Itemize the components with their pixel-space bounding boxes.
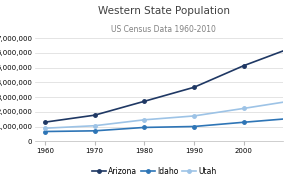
Arizona xyxy=(192,86,196,88)
Arizona xyxy=(242,65,245,67)
Utah xyxy=(192,115,196,117)
Arizona xyxy=(43,121,47,123)
Text: US Census Data 1960-2010: US Census Data 1960-2010 xyxy=(111,25,216,34)
Idaho xyxy=(192,125,196,128)
Line: Utah: Utah xyxy=(43,99,292,130)
Utah xyxy=(142,119,146,121)
Idaho xyxy=(93,130,96,132)
Utah xyxy=(43,127,47,129)
Legend: Arizona, Idaho, Utah: Arizona, Idaho, Utah xyxy=(89,164,220,179)
Idaho xyxy=(43,130,47,133)
Line: Arizona: Arizona xyxy=(43,45,292,124)
Utah xyxy=(242,107,245,110)
Idaho xyxy=(142,126,146,129)
Text: Western State Population: Western State Population xyxy=(98,6,230,16)
Idaho xyxy=(291,117,292,119)
Utah xyxy=(93,125,96,127)
Line: Idaho: Idaho xyxy=(43,117,292,133)
Utah xyxy=(291,100,292,102)
Arizona xyxy=(142,100,146,102)
Arizona xyxy=(93,114,96,116)
Arizona xyxy=(291,46,292,48)
Idaho xyxy=(242,121,245,123)
